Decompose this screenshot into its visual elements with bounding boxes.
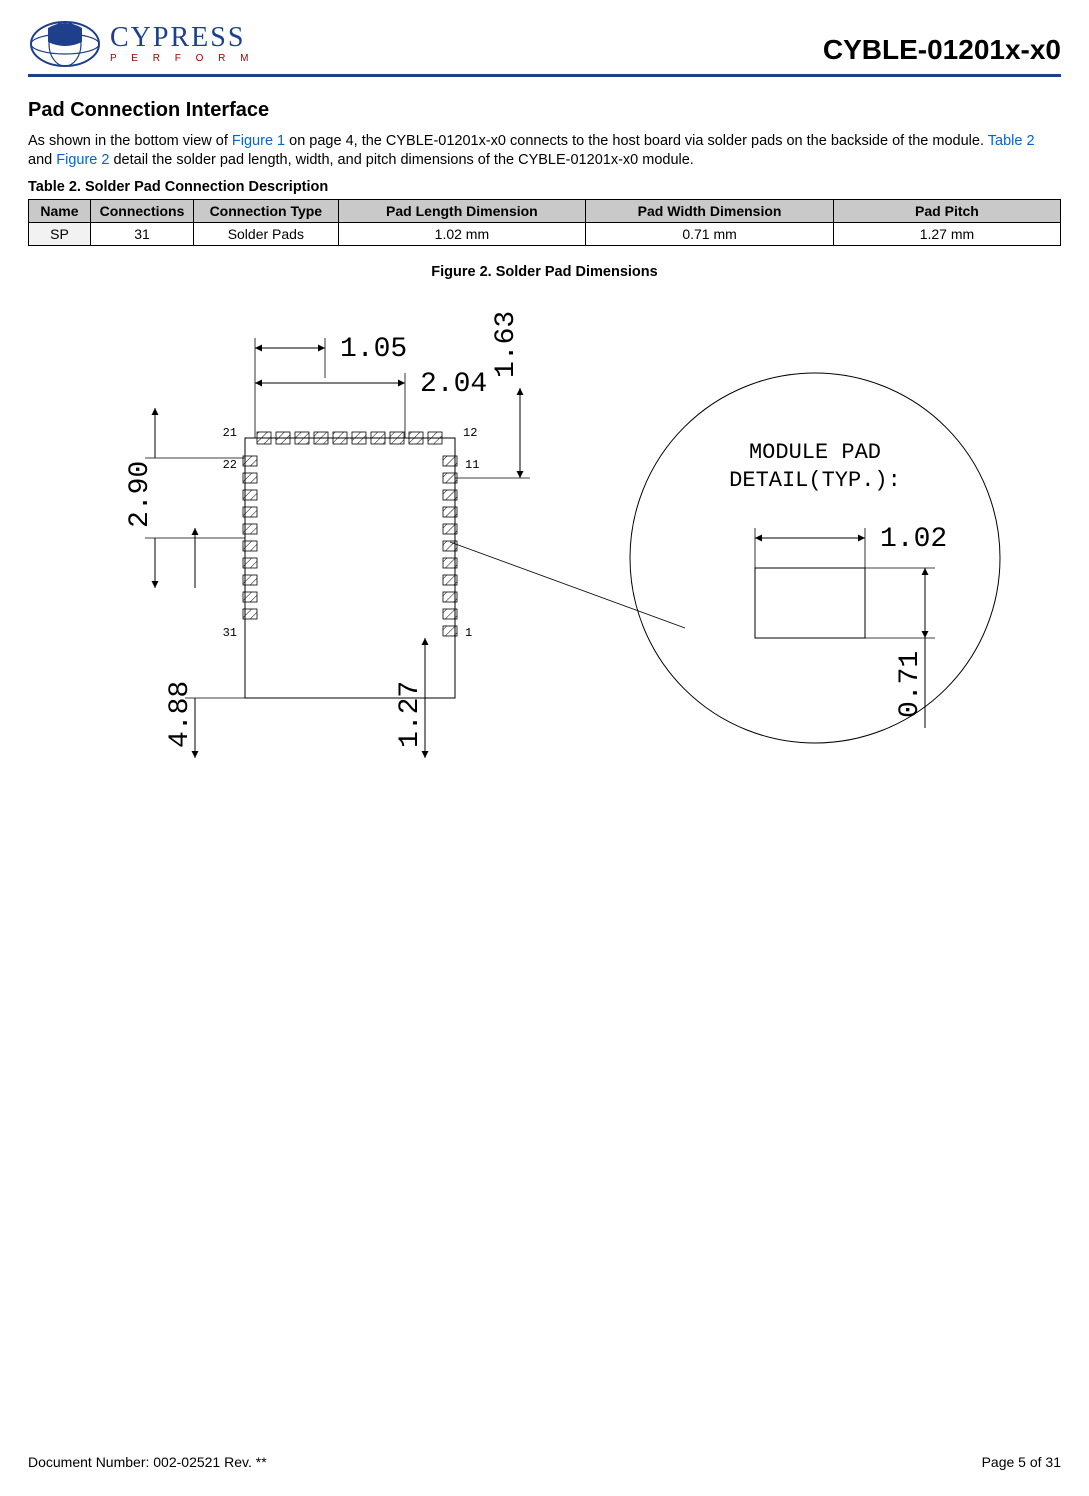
dim-1-27: 1.27: [395, 681, 426, 748]
table-cell: SP: [29, 223, 91, 246]
table-cell: 1.27 mm: [833, 223, 1060, 246]
doc-code: CYBLE-01201x-x0: [823, 34, 1061, 68]
table-header: Pad Length Dimension: [338, 200, 586, 223]
table-cell: 31: [90, 223, 193, 246]
intro-text: As shown in the bottom view of: [28, 133, 232, 149]
table-cell: 0.71 mm: [586, 223, 834, 246]
logo-name: CYPRESS: [110, 24, 255, 52]
table-header: Pad Width Dimension: [586, 200, 834, 223]
dim-4-88: 4.88: [165, 681, 196, 748]
table-header: Pad Pitch: [833, 200, 1060, 223]
page-header: CYPRESS P E R F O R M CYBLE-01201x-x0: [28, 20, 1061, 77]
pad-num-21: 21: [222, 426, 236, 440]
dim-1-63: 1.63: [491, 311, 522, 378]
doc-number: Document Number: 002-02521 Rev. **: [28, 1454, 267, 1470]
dim-1-02: 1.02: [880, 524, 947, 555]
link-figure-2[interactable]: Figure 2: [56, 152, 109, 168]
table-caption: Table 2. Solder Pad Connection Descripti…: [28, 179, 1061, 195]
pad-num-1: 1: [465, 626, 472, 640]
section-title: Pad Connection Interface: [28, 99, 1061, 122]
pad-num-22: 22: [222, 458, 236, 472]
figure-caption: Figure 2. Solder Pad Dimensions: [28, 264, 1061, 280]
link-table-2[interactable]: Table 2: [988, 133, 1035, 149]
table-row: SP31Solder Pads1.02 mm0.71 mm1.27 mm: [29, 223, 1061, 246]
solder-pad-table: NameConnectionsConnection TypePad Length…: [28, 199, 1061, 246]
intro-paragraph: As shown in the bottom view of Figure 1 …: [28, 132, 1061, 169]
link-figure-1[interactable]: Figure 1: [232, 133, 285, 149]
dim-2-04: 2.04: [420, 369, 487, 400]
table-cell: 1.02 mm: [338, 223, 586, 246]
table-cell: Solder Pads: [194, 223, 338, 246]
logo: CYPRESS P E R F O R M: [28, 20, 255, 68]
intro-text: on page 4, the CYBLE-01201x-x0 connects …: [289, 133, 988, 149]
table-header: Connections: [90, 200, 193, 223]
dim-0-71: 0.71: [895, 651, 926, 718]
cypress-logo-icon: [28, 20, 102, 68]
detail-label-2: DETAIL(TYP.):: [729, 468, 901, 493]
table-header: Connection Type: [194, 200, 338, 223]
figure-2: 21 12 22 11 31 1 1.05 2.04 1.63: [28, 288, 1061, 808]
dim-1-05: 1.05: [340, 334, 407, 365]
pad-num-12: 12: [463, 426, 477, 440]
solder-pad-drawing: 21 12 22 11 31 1 1.05 2.04 1.63: [65, 288, 1025, 808]
intro-text: detail the solder pad length, width, and…: [113, 152, 693, 168]
logo-sub: P E R F O R M: [110, 54, 255, 64]
page-number: Page 5 of 31: [982, 1454, 1061, 1470]
dim-2-90: 2.90: [125, 461, 156, 528]
table-header: Name: [29, 200, 91, 223]
pad-num-11: 11: [465, 458, 479, 472]
detail-label-1: MODULE PAD: [748, 440, 880, 465]
intro-text: and: [28, 152, 56, 168]
page-footer: Document Number: 002-02521 Rev. ** Page …: [28, 1454, 1061, 1470]
pad-num-31: 31: [222, 626, 236, 640]
